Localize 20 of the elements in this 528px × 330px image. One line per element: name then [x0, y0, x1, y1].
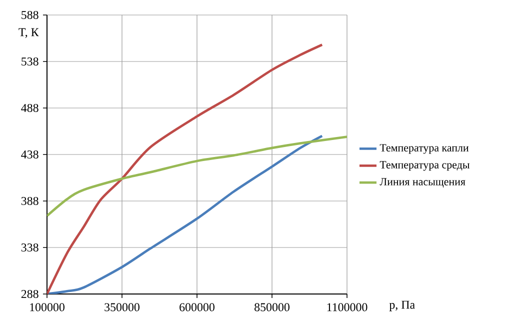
legend-label: Температура капли [380, 144, 469, 154]
y-tick-label: 488 [21, 104, 38, 112]
x-axis-title: p, Па [389, 300, 415, 312]
y-axis-title: T, К [18, 28, 39, 38]
y-tick-label: 438 [21, 150, 38, 159]
legend-label: Температура среды [380, 161, 470, 171]
x-tick-label: 600000 [180, 303, 214, 312]
line-series [47, 44, 324, 294]
y-tick-label: 588 [22, 10, 38, 20]
y-tick-label: 388 [21, 196, 38, 206]
line-series [47, 134, 324, 294]
legend-label: Линия насыщения [380, 178, 466, 188]
x-tick-label: 1100000 [327, 303, 368, 312]
x-tick-label: 350000 [104, 303, 140, 312]
y-tick-label: 288 [21, 290, 38, 298]
x-tick-label: 850000 [254, 303, 290, 312]
line-series [47, 136, 348, 218]
y-tick-label: 538 [22, 57, 38, 66]
y-tick-label: 338 [21, 243, 38, 252]
x-tick-label: 100000 [30, 303, 64, 312]
